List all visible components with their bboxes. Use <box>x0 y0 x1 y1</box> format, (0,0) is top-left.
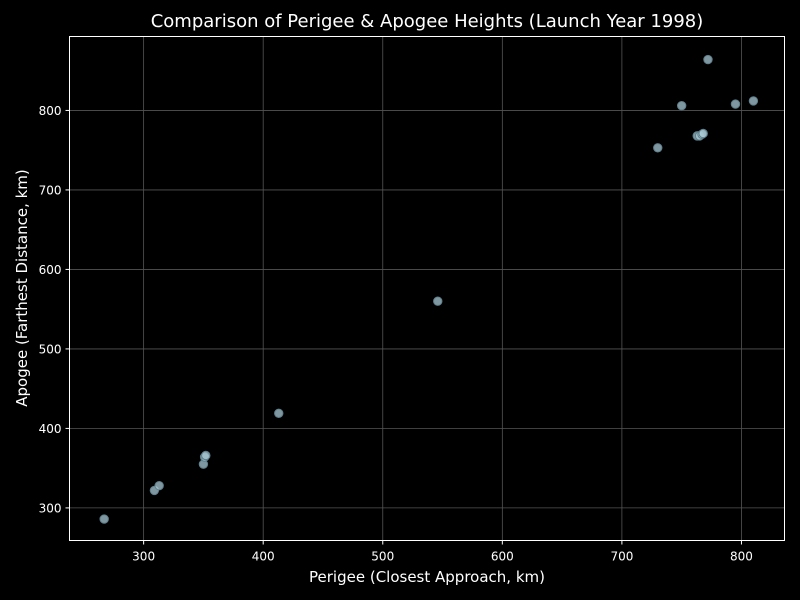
data-points <box>99 54 759 524</box>
y-axis-title: Apogee (Farthest Distance, km) <box>13 169 31 407</box>
data-point <box>748 96 759 106</box>
x-tick-label: 600 <box>491 550 514 564</box>
x-tick-label: 400 <box>252 550 275 564</box>
data-point <box>703 54 713 65</box>
y-tick-label: 500 <box>39 342 62 356</box>
data-point <box>201 450 211 461</box>
x-tick-label: 800 <box>730 550 753 564</box>
data-point <box>653 143 663 153</box>
y-tick-label: 300 <box>39 501 62 515</box>
axis-ticks: 300 400 500 600 700 800 300 400 500 600 700 800 <box>39 104 753 564</box>
x-tick-label: 700 <box>610 550 633 564</box>
data-point <box>698 128 708 139</box>
y-tick-label: 800 <box>39 104 62 118</box>
y-tick-label: 600 <box>39 263 62 277</box>
data-point <box>274 408 284 419</box>
chart-title: Comparison of Perigee & Apogee Heights (… <box>151 11 704 32</box>
grid <box>69 36 785 541</box>
y-tick-label: 700 <box>39 183 62 197</box>
x-tick-label: 300 <box>132 550 155 564</box>
data-point <box>99 514 109 524</box>
y-tick-label: 400 <box>39 422 62 436</box>
data-point <box>676 100 687 111</box>
x-axis-title: Perigee (Closest Approach, km) <box>309 568 545 586</box>
axes-frame <box>69 36 785 541</box>
data-point <box>154 480 164 491</box>
data-point <box>433 296 443 306</box>
data-point <box>730 99 741 109</box>
x-tick-label: 500 <box>371 550 394 564</box>
